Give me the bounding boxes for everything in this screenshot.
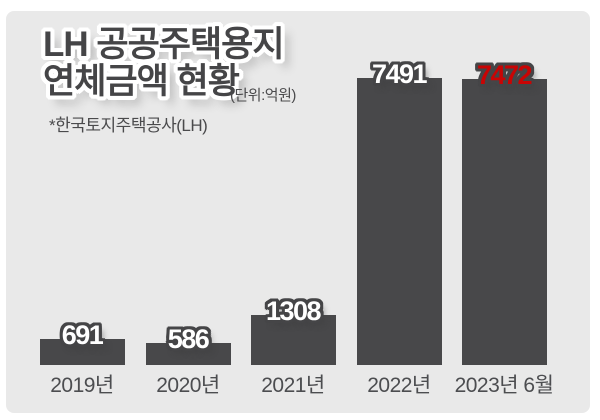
bar-value-outline-1: 586 <box>167 324 210 354</box>
bar-value-label-4: 7472 7472 <box>476 60 533 90</box>
bar-value-text-4: 7472 <box>476 60 533 90</box>
title-line-1: LH 공공주택용지 <box>43 25 285 64</box>
x-axis-label-4: 2023년 6월 <box>454 374 554 397</box>
x-axis-label-0: 2019년 <box>50 374 114 397</box>
bar-value-label-1: 586 586 <box>167 324 210 354</box>
bar-1: 586 586 <box>145 326 231 365</box>
bar-value-outline-4: 7472 <box>476 60 533 90</box>
unit-note: (단위:억원) <box>230 87 296 104</box>
page-title-outline-layer: LH 공공주택용지 연체금액 현황 <box>43 25 285 101</box>
bar-value-text-2: 1308 <box>265 296 322 326</box>
x-axis-label-3: 2022년 <box>367 374 431 397</box>
bar-0: 691 691 <box>39 322 125 365</box>
bar-value-label-3: 7491 7491 <box>371 59 428 89</box>
bar-3: 7491 7491 <box>356 61 442 365</box>
bar-value-outline-3: 7491 <box>371 59 428 89</box>
source-note: *한국토지주택공사(LH) <box>49 116 208 135</box>
bar-value-text-1: 586 <box>167 324 210 354</box>
bar-2: 1308 1308 <box>250 298 336 365</box>
bar-value-label-2: 1308 1308 <box>265 296 322 326</box>
bar-value-outline-0: 691 <box>61 320 104 350</box>
page-title: LH 공공주택용지 연체금액 현황 LH 공공주택용지 연체금액 현황 <box>43 25 285 101</box>
bar-value-label-0: 691 691 <box>61 320 104 350</box>
x-axis-label-1: 2020년 <box>156 374 220 397</box>
title-line-2: 연체금액 현황 <box>43 62 240 101</box>
page-title-fill-layer: LH 공공주택용지 연체금액 현황 <box>43 25 285 101</box>
bar-value-outline-2: 1308 <box>265 296 322 326</box>
x-axis-label-2: 2021년 <box>261 374 325 397</box>
title-line-1: LH 공공주택용지 <box>43 25 285 64</box>
title-line-2: 연체금액 현황 <box>43 62 240 101</box>
bar-value-text-3: 7491 <box>371 59 428 89</box>
bar-value-text-0: 691 <box>61 320 104 350</box>
bar-4: 7472 7472 <box>461 62 547 365</box>
